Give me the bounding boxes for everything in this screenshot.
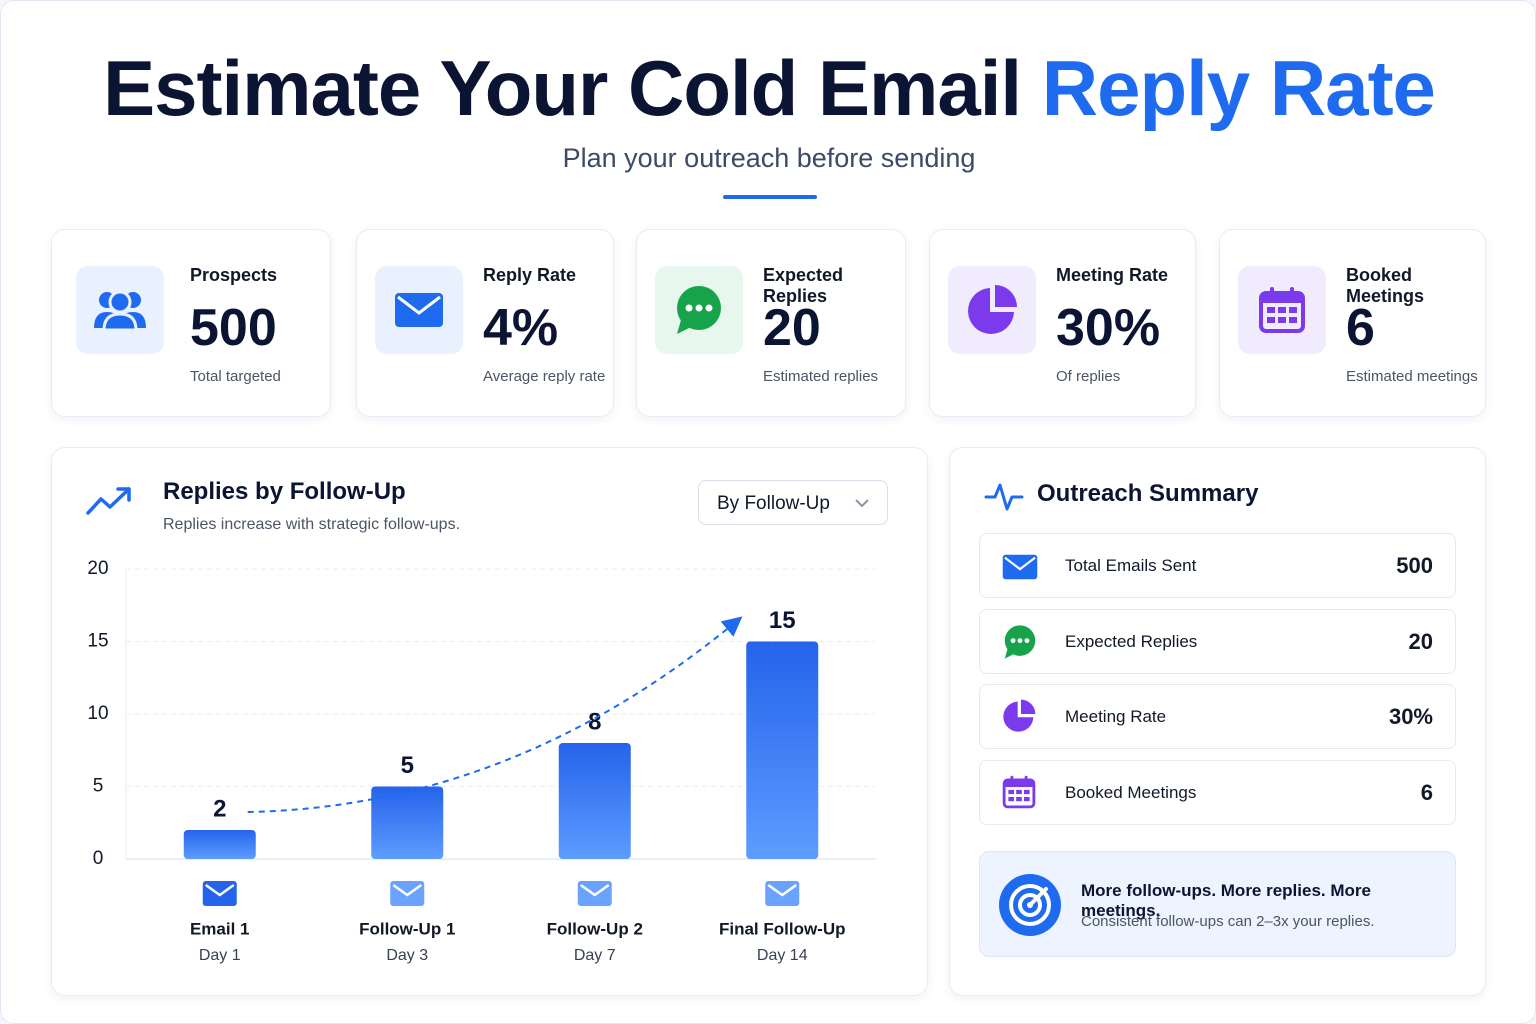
summary-row: Expected Replies 20: [979, 608, 1456, 674]
stat-value: 6: [1346, 299, 1375, 357]
stat-card: Booked Meetings 6 Estimated meetings: [1219, 229, 1486, 417]
icon-tile: [76, 266, 164, 354]
stat-value: 500: [190, 299, 277, 357]
y-tick-label: 15: [87, 631, 108, 652]
bar: [183, 830, 256, 859]
summary-title: Outreach Summary: [1037, 480, 1259, 507]
stat-value: 4%: [483, 299, 559, 357]
row-icon: [1002, 554, 1038, 585]
callout: More follow-ups. More replies. More meet…: [979, 851, 1456, 957]
value-label: 15: [769, 607, 796, 634]
row-value: 20: [1408, 628, 1433, 654]
page-title: Estimate Your Cold Email Reply Rate: [1, 43, 1536, 134]
stat-label: Expected Replies: [763, 265, 844, 306]
icon-tile: [375, 266, 463, 354]
stat-caption: Estimated replies: [763, 368, 879, 385]
row-label: Total Emails Sent: [1065, 556, 1197, 575]
callout-text: Consistent follow-ups can 2–3x your repl…: [1081, 913, 1375, 930]
value-label: 8: [588, 708, 601, 735]
stat-label: Reply Rate: [483, 265, 577, 285]
row-label: Expected Replies: [1065, 631, 1198, 651]
row-value: 500: [1396, 553, 1433, 578]
trend-arrow: [247, 616, 743, 813]
chart-title: Replies by Follow-Up: [163, 478, 406, 505]
page-subtitle: Plan your outreach before sending: [562, 143, 976, 173]
stat-card: Expected Replies 20 Estimated replies: [636, 229, 906, 417]
y-tick-label: 0: [93, 848, 104, 869]
icon-tile: [948, 266, 1036, 354]
trend-icon: [86, 487, 131, 515]
callout-title: More follow-ups. More replies. More meet…: [1081, 881, 1371, 920]
dropdown-label: By Follow-Up: [717, 493, 830, 514]
category-icon: [202, 881, 237, 906]
row-icon: [1002, 775, 1036, 814]
target-icon: [999, 874, 1061, 936]
pulse-icon: [984, 483, 1024, 511]
row-value: 6: [1420, 779, 1433, 805]
x-tick-sublabel: Day 14: [757, 947, 808, 964]
row-label: Meeting Rate: [1065, 707, 1167, 726]
x-tick-label: Follow-Up 1: [359, 919, 455, 938]
stat-card: Meeting Rate 30% Of replies: [929, 229, 1196, 417]
icon-tile: [655, 266, 743, 354]
row-icon: [1002, 699, 1036, 738]
stat-label: Booked Meetings: [1346, 265, 1425, 306]
x-tick-label: Email 1: [190, 919, 250, 938]
value-label: 5: [401, 752, 414, 779]
y-tick-label: 20: [87, 558, 108, 579]
x-tick-sublabel: Day 3: [386, 947, 428, 964]
chat-icon: [677, 286, 721, 334]
row-value: 30%: [1388, 704, 1433, 729]
stat-caption: Average reply rate: [483, 368, 606, 385]
stat-label: Prospects: [190, 265, 278, 285]
divider: [723, 195, 817, 199]
category-icon: [577, 881, 612, 906]
chart-subtitle: Replies increase with strategic follow-u…: [163, 516, 461, 533]
title-accent: Reply Rate: [1041, 44, 1436, 132]
stat-value: 20: [763, 299, 821, 357]
icon-tile: [1238, 266, 1326, 354]
stat-card: Prospects 500 Total targeted: [51, 229, 331, 417]
stat-card: Reply Rate 4% Average reply rate: [356, 229, 614, 417]
calendar-icon: [1002, 775, 1036, 808]
stat-caption: Estimated meetings: [1346, 368, 1478, 385]
calendar-icon: [1259, 287, 1305, 333]
x-tick-label: Final Follow-Up: [719, 919, 846, 938]
x-tick-sublabel: Day 7: [574, 947, 616, 964]
stat-caption: Total targeted: [190, 368, 281, 385]
mail-icon: [395, 293, 443, 327]
people-icon: [94, 290, 146, 332]
stat-caption: Of replies: [1056, 368, 1121, 385]
x-tick-sublabel: Day 1: [199, 947, 241, 964]
title-main: Estimate Your Cold Email: [103, 44, 1022, 132]
pie-icon: [1003, 699, 1036, 732]
filter-dropdown[interactable]: By Follow-Up: [698, 480, 888, 525]
chat-icon: [1004, 624, 1036, 659]
chevron: [855, 499, 869, 508]
category-icon: [390, 881, 425, 906]
row-label: Booked Meetings: [1065, 782, 1197, 802]
bar: [558, 743, 631, 859]
pie-icon: [968, 285, 1017, 334]
value-label: 2: [213, 795, 226, 822]
summary-row: Meeting Rate 30%: [979, 684, 1456, 749]
x-tick-label: Follow-Up 2: [547, 919, 643, 938]
category-icon: [765, 881, 800, 906]
bar: [371, 786, 444, 859]
y-tick-label: 5: [93, 776, 104, 797]
y-tick-label: 10: [87, 703, 108, 724]
row-icon: [1002, 624, 1038, 665]
mail-icon: [1002, 554, 1038, 580]
stat-label: Meeting Rate: [1056, 265, 1169, 285]
bar: [746, 641, 819, 859]
summary-row: Total Emails Sent 500: [979, 533, 1456, 598]
chart: 0 5 10 15 20 2 Email 1 Day 1 5 Follow-Up 1 Day 3 8 F…: [87, 558, 876, 964]
stat-value: 30%: [1056, 299, 1161, 357]
summary-row: Booked Meetings 6: [979, 759, 1456, 825]
